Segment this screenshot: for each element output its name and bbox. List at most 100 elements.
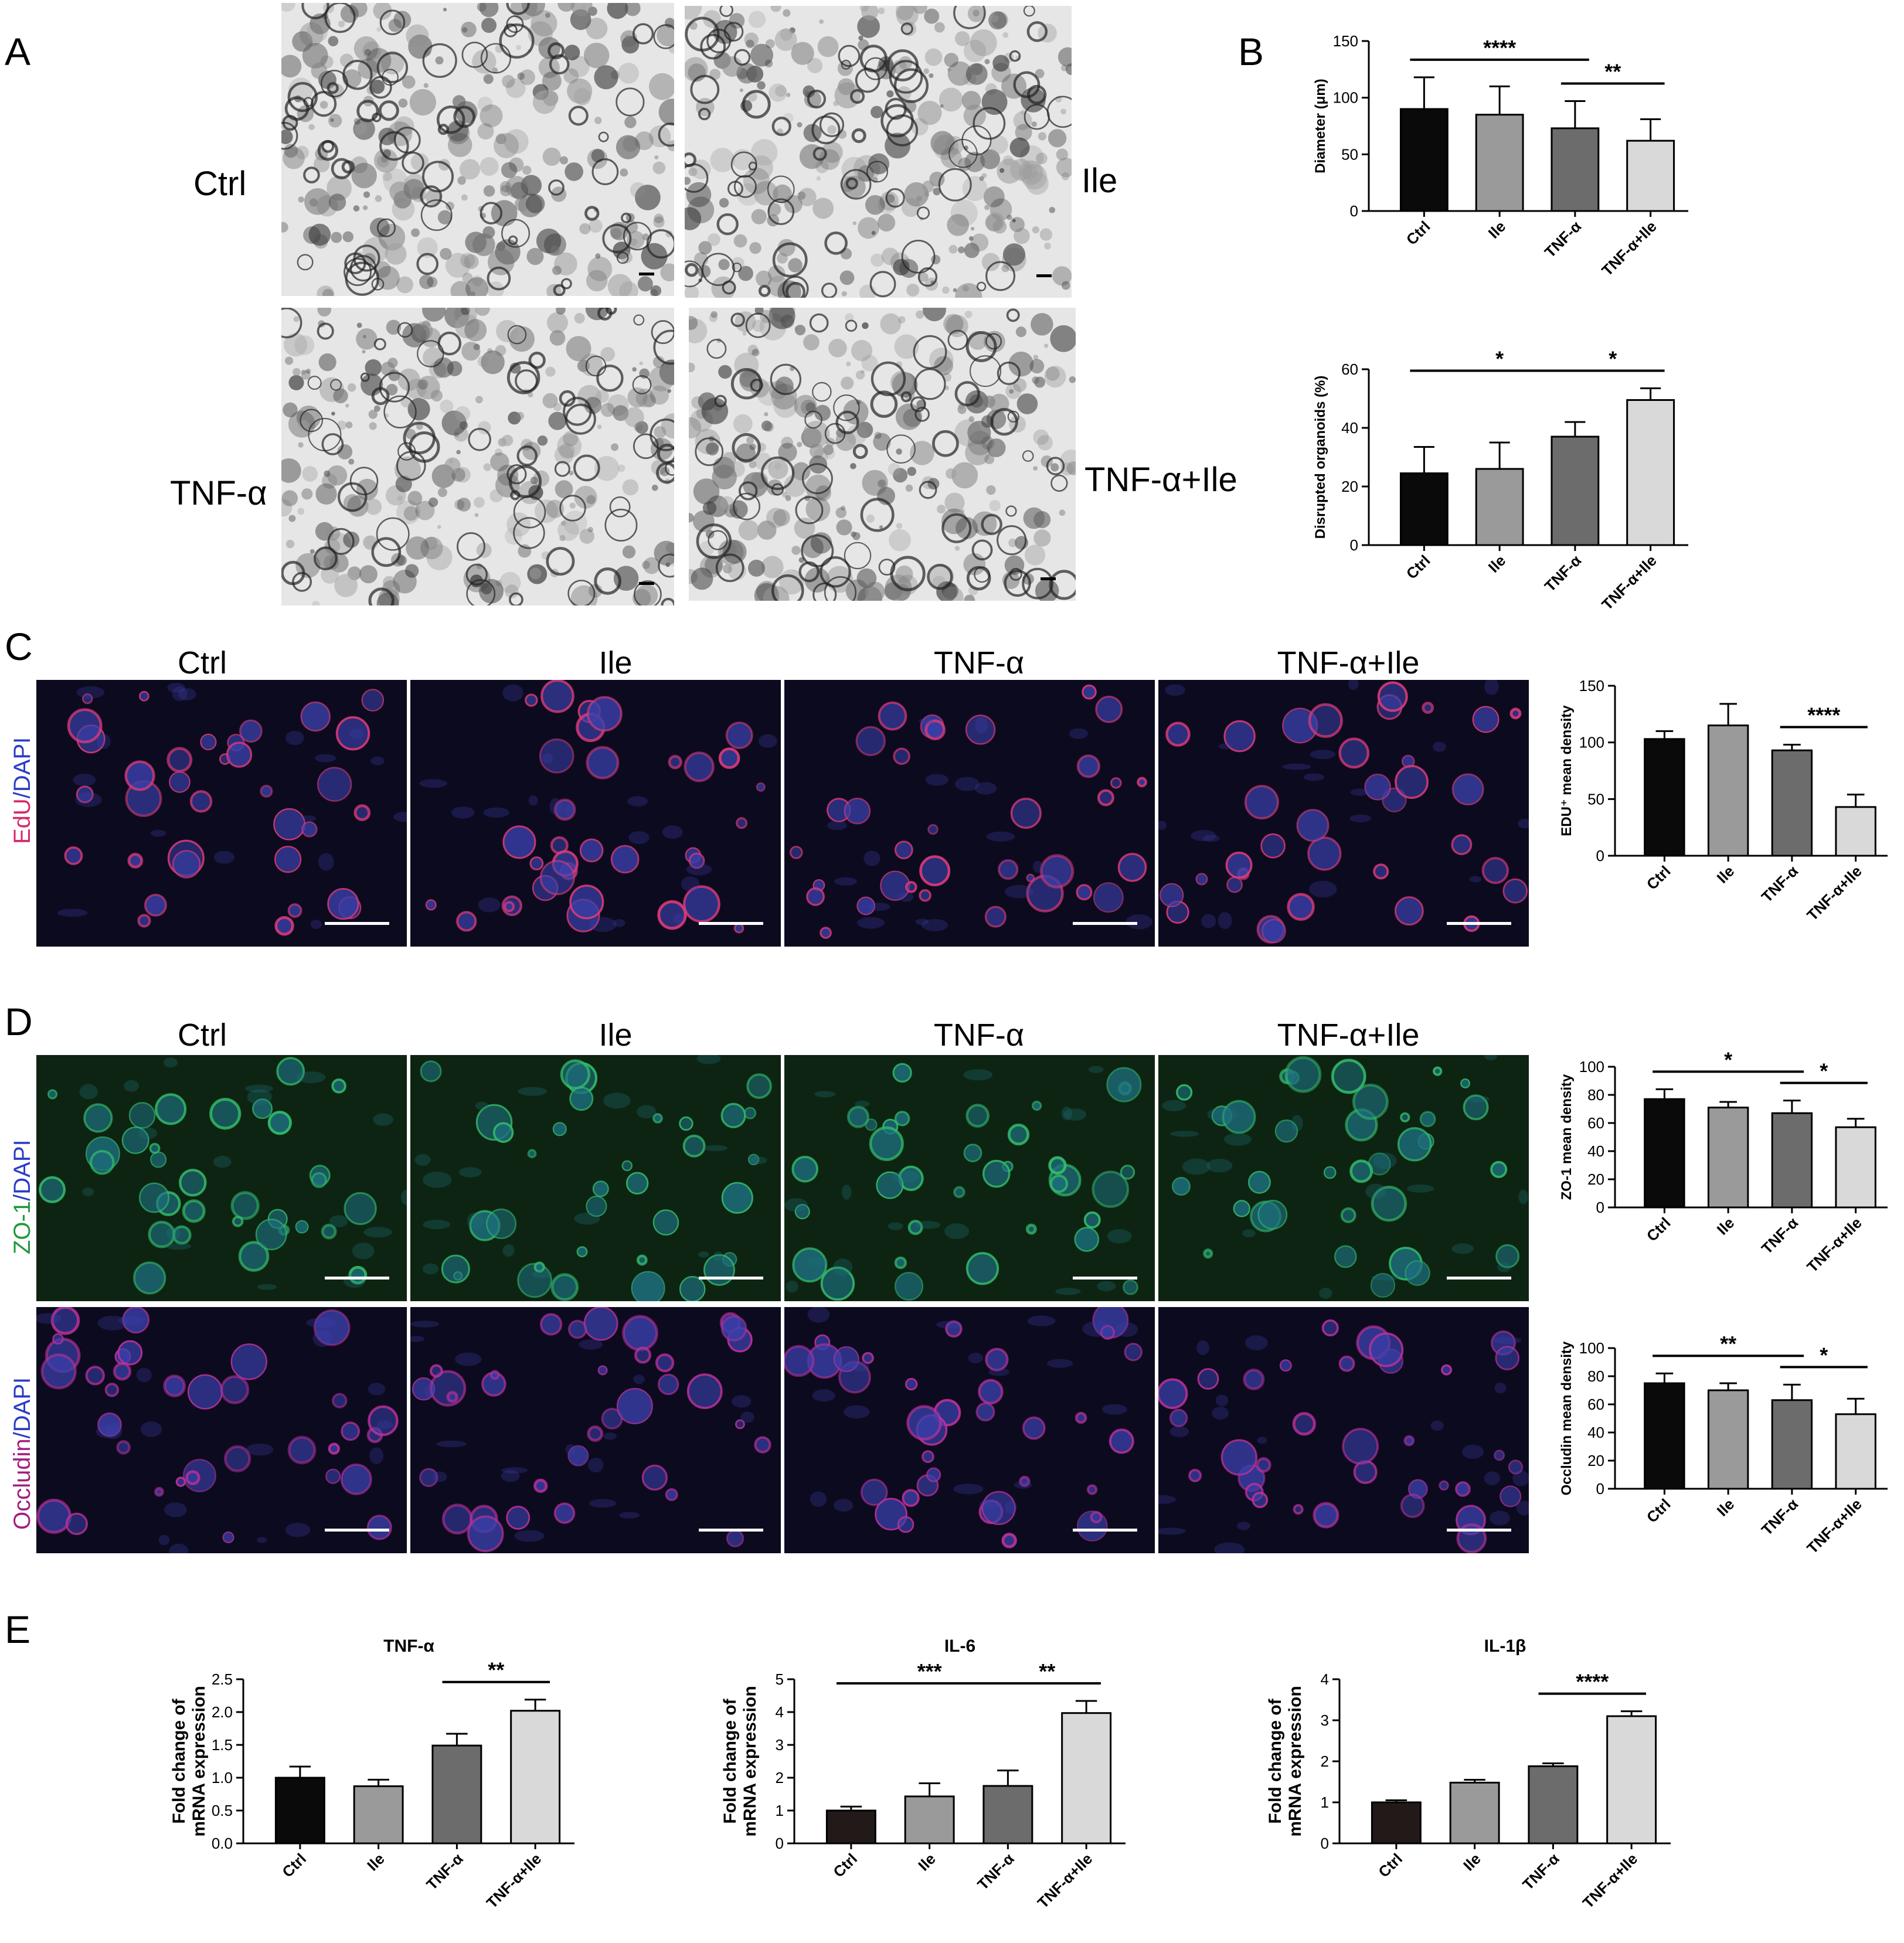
organoid-blob <box>980 149 1001 169</box>
debris <box>1237 1522 1250 1530</box>
organoid-blob <box>363 205 368 210</box>
organoid-blob <box>835 430 856 451</box>
stained-organoid <box>833 1346 860 1372</box>
micrograph-background <box>689 308 1076 601</box>
organoid-blob <box>743 167 770 195</box>
chart-disrupted: 0 20 40 60 Disrupted organoids (%) Ctrl Ile TNF… <box>1290 347 1700 645</box>
debris <box>915 918 929 925</box>
debris <box>565 804 576 816</box>
stained-organoid <box>945 1320 963 1338</box>
organoid-blob <box>934 22 945 33</box>
occludin-image-ctrl <box>36 1307 407 1553</box>
stained-organoid <box>1124 1342 1143 1362</box>
debris <box>1372 1152 1397 1169</box>
y-tick-label: 3 <box>776 1736 784 1754</box>
organoid-blob <box>610 227 622 239</box>
organoid-blob <box>942 286 950 294</box>
x-tick-label-2: TNF-α <box>1758 1214 1801 1257</box>
debris <box>1158 1495 1177 1504</box>
stained-organoid <box>274 916 294 936</box>
stained-organoid <box>175 1476 186 1487</box>
debris <box>1371 1274 1400 1281</box>
stained-organoid <box>116 1440 131 1455</box>
organoid-blob <box>1069 376 1076 383</box>
organoid-blob <box>1008 538 1018 547</box>
organoid-blob <box>281 222 288 233</box>
y-tick-label: 60 <box>1341 360 1358 378</box>
organoid-blob <box>689 362 695 373</box>
debris <box>483 807 510 818</box>
stained-organoid <box>684 751 715 782</box>
organoid-blob <box>757 381 781 406</box>
debris <box>138 1127 157 1139</box>
debris <box>1206 1159 1233 1173</box>
organoid-blob <box>298 196 304 203</box>
organoid-blob <box>570 3 593 16</box>
stained-organoid <box>172 850 201 879</box>
organoid-ring <box>553 284 566 296</box>
organoid-ring <box>1009 50 1021 62</box>
stained-organoid <box>1338 737 1370 769</box>
organoid-blob <box>836 519 852 536</box>
organoid-ring <box>507 325 527 345</box>
organoid-blob <box>561 520 566 526</box>
stain-dapi-zo1: DAPI <box>9 1139 35 1195</box>
y-tick-label: 1.5 <box>212 1736 233 1754</box>
organoid-ring <box>621 212 632 223</box>
organoid-blob <box>312 601 320 605</box>
stained-organoid <box>1188 1468 1202 1482</box>
stained-organoid <box>1287 893 1315 921</box>
organoid-blob <box>411 228 420 237</box>
organoid-blob <box>537 435 548 446</box>
debris <box>451 806 475 819</box>
organoid-blob <box>907 467 916 476</box>
stained-organoid <box>287 903 302 918</box>
scale-bar <box>699 1529 763 1532</box>
organoid-blob <box>905 484 913 492</box>
organoid-blob <box>967 431 992 455</box>
organoid-blob <box>1031 313 1053 336</box>
organoid-blob <box>624 3 641 16</box>
organoid-ring <box>609 496 631 518</box>
organoid-ring <box>341 160 355 174</box>
debris <box>343 1272 366 1288</box>
debris <box>1203 835 1220 842</box>
stained-organoid <box>441 1503 473 1535</box>
organoid-blob <box>933 134 959 160</box>
organoid-blob <box>549 330 566 346</box>
organoid-blob <box>705 442 719 455</box>
organoid-ring <box>953 6 986 29</box>
debris <box>455 1352 482 1366</box>
organoid-blob <box>404 564 419 578</box>
organoid-blob <box>871 106 883 118</box>
organoid-blob <box>490 452 509 472</box>
column-title-ile: Ile <box>599 645 633 680</box>
organoid-ring <box>506 464 527 485</box>
debris <box>1214 1542 1245 1553</box>
stained-organoid <box>274 845 302 873</box>
organoid-ring <box>397 322 413 338</box>
x-tick-label-3: TNF-α+Ile <box>1034 1850 1096 1912</box>
stained-organoid <box>905 881 917 893</box>
stained-organoid <box>861 1478 888 1506</box>
organoid-blob <box>689 513 694 523</box>
organoid-blob <box>756 270 772 287</box>
debris <box>296 1071 326 1084</box>
stained-organoid <box>1197 1368 1219 1390</box>
stained-organoid <box>179 1169 207 1197</box>
organoid-ring <box>321 433 344 455</box>
y-tick-label: 0 <box>1596 847 1604 865</box>
debris <box>1466 1095 1490 1102</box>
organoid-blob <box>546 499 565 518</box>
organoid-blob <box>968 416 975 422</box>
organoid-blob <box>461 308 470 315</box>
debris <box>740 1411 754 1423</box>
organoid-blob <box>465 277 489 296</box>
debris <box>1348 680 1359 690</box>
organoid-blob <box>454 406 471 422</box>
organoid-blob <box>985 212 1005 232</box>
scale-bar <box>1447 1277 1511 1280</box>
stained-organoid <box>978 1379 1004 1405</box>
organoid-ring <box>985 333 1002 350</box>
stained-organoid <box>733 923 744 934</box>
